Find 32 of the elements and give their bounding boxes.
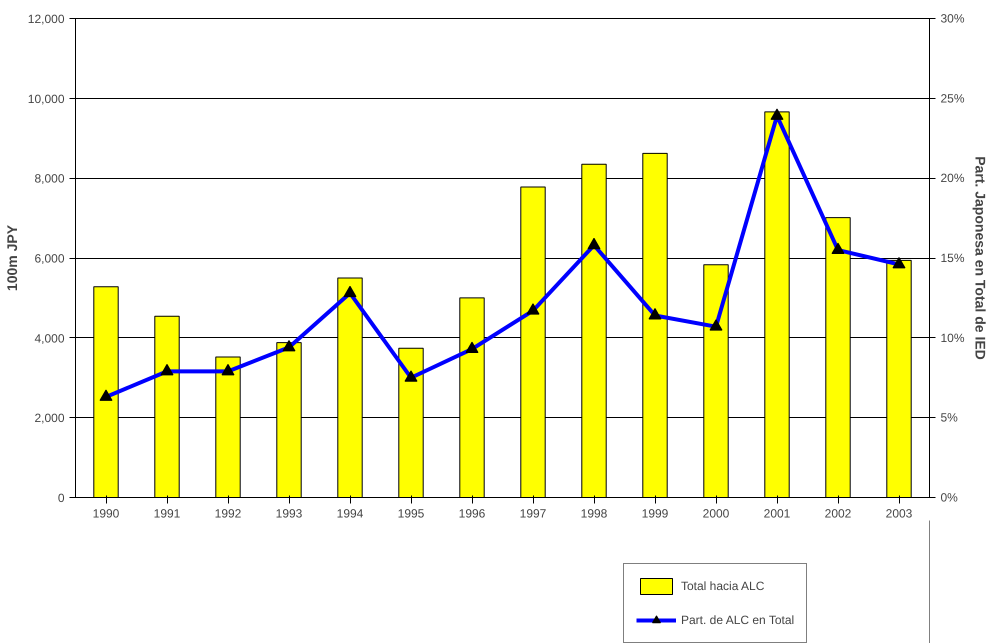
y-tick-label: 0: [58, 491, 65, 505]
x-tick-label: 1994: [336, 506, 364, 520]
y2-axis-title: Part. Japonesa en Total de IED: [972, 156, 989, 360]
y2-tick-label: 15%: [940, 251, 965, 265]
y2-tick-label: 10%: [940, 330, 965, 345]
x-tick-label: 1999: [642, 506, 669, 520]
x-tick-label: 2003: [886, 506, 913, 520]
x-tick-label: 1995: [398, 506, 425, 520]
legend-label: Part. de ALC en Total: [681, 613, 794, 627]
x-tick-label: 1991: [154, 506, 181, 520]
y2-tick-label: 5%: [940, 410, 958, 425]
x-tick-label: 2000: [702, 506, 730, 520]
x-tick-label: 1998: [580, 506, 608, 520]
y2-tick-label: 30%: [940, 12, 965, 26]
y-tick-label: 10,000: [28, 92, 65, 106]
x-tick-label: 2002: [824, 506, 852, 520]
x-tick-label: 1990: [92, 506, 120, 520]
y-tick-label: 2,000: [34, 411, 65, 426]
y2-tick-label: 25%: [940, 91, 965, 106]
y2-tick-label: 20%: [940, 171, 965, 186]
x-tick-label: 1997: [520, 506, 547, 520]
y-axis-title: 100m JPY: [4, 224, 20, 292]
x-tick-label: 1996: [458, 506, 486, 520]
y-tick-label: 8,000: [34, 172, 65, 186]
y2-tick-label: 0%: [940, 490, 958, 504]
x-tick-label: 1993: [276, 506, 303, 520]
y-tick-label: 4,000: [34, 331, 65, 346]
x-tick-label: 1992: [214, 506, 242, 520]
legend-label: Total hacia ALC: [681, 579, 764, 593]
x-tick-label: 2001: [764, 506, 791, 520]
y-tick-label: 12,000: [28, 12, 65, 26]
y-tick-label: 6,000: [34, 252, 65, 266]
